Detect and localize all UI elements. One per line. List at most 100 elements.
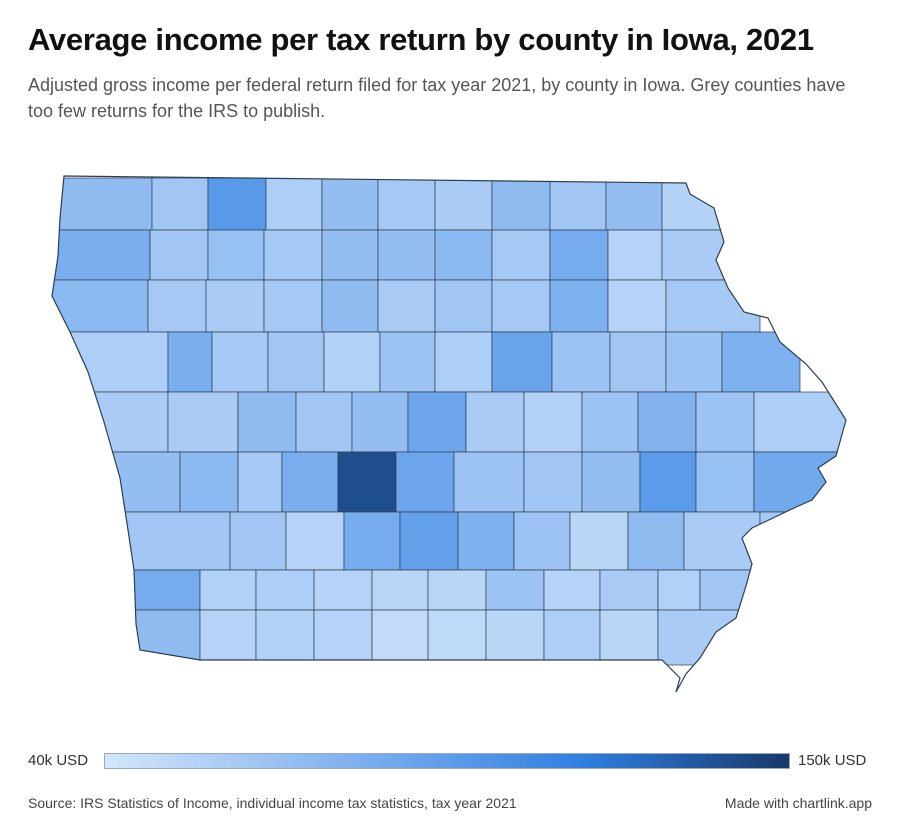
county-r5c5[interactable] (351, 391, 409, 453)
county-r9c2[interactable] (199, 609, 257, 666)
county-r4c2[interactable] (167, 331, 213, 393)
county-r9c9[interactable] (599, 609, 659, 666)
county-r2c10[interactable] (607, 229, 663, 281)
county-r8c3[interactable] (255, 569, 315, 611)
county-r6c9[interactable] (581, 451, 641, 513)
county-r4c6[interactable] (379, 331, 436, 393)
county-r1c9[interactable] (549, 177, 607, 231)
county-r6c12[interactable] (753, 451, 850, 513)
county-r2c8[interactable] (491, 229, 551, 281)
county-r8c9[interactable] (599, 569, 659, 611)
county-r2c4[interactable] (263, 229, 323, 281)
county-r7c11[interactable] (759, 511, 850, 571)
county-r4c3[interactable] (211, 331, 269, 393)
county-r5c7[interactable] (465, 391, 525, 453)
county-r1c3[interactable] (207, 177, 267, 231)
county-r7c7[interactable] (513, 511, 571, 571)
county-r6c5[interactable] (337, 451, 397, 513)
county-r9c6[interactable] (427, 609, 487, 666)
county-r7c5[interactable] (399, 511, 459, 571)
county-r5c12[interactable] (753, 391, 850, 453)
county-r5c6[interactable] (407, 391, 467, 453)
county-r4c7[interactable] (434, 331, 493, 393)
county-r4c4[interactable] (267, 331, 325, 393)
county-r5c11[interactable] (695, 391, 755, 453)
county-r3c2[interactable] (147, 279, 207, 333)
county-r2c3[interactable] (207, 229, 265, 281)
county-r1c6[interactable] (377, 177, 436, 231)
county-r3c11[interactable] (665, 279, 761, 333)
county-r2c7[interactable] (434, 229, 493, 281)
county-r3c7[interactable] (434, 279, 493, 333)
county-r5c8[interactable] (523, 391, 583, 453)
county-r1c7[interactable] (434, 177, 493, 231)
county-r8c7[interactable] (485, 569, 545, 611)
county-r3c5[interactable] (321, 279, 379, 333)
county-r7c2[interactable] (229, 511, 287, 571)
county-r6c11[interactable] (695, 451, 755, 513)
county-r6c6[interactable] (395, 451, 455, 513)
county-r4c8[interactable] (491, 331, 553, 393)
county-r7c8[interactable] (569, 511, 629, 571)
county-r9c7[interactable] (485, 609, 545, 666)
county-r2c5[interactable] (321, 229, 379, 281)
county-r9c4[interactable] (313, 609, 373, 666)
county-r3c1[interactable] (50, 279, 149, 333)
county-r8c8[interactable] (543, 569, 601, 611)
county-r9c5[interactable] (371, 609, 429, 666)
county-r8c5[interactable] (371, 569, 429, 611)
county-r4c11[interactable] (665, 331, 723, 393)
county-r6c10[interactable] (639, 451, 697, 513)
county-r4c5[interactable] (323, 331, 381, 393)
county-r7c1[interactable] (50, 511, 231, 571)
county-r1c1[interactable] (50, 177, 153, 231)
county-r6c7[interactable] (453, 451, 525, 513)
county-r9c8[interactable] (543, 609, 601, 666)
county-r7c4[interactable] (343, 511, 401, 571)
county-r8c1[interactable] (50, 569, 201, 611)
county-r1c10[interactable] (605, 177, 663, 231)
county-r6c2[interactable] (179, 451, 239, 513)
county-r5c10[interactable] (637, 391, 697, 453)
county-r3c3[interactable] (205, 279, 265, 333)
county-r5c9[interactable] (581, 391, 639, 453)
county-r2c6[interactable] (377, 229, 436, 281)
county-r5c3[interactable] (237, 391, 297, 453)
county-r1c2[interactable] (151, 177, 209, 231)
county-r4c9[interactable] (551, 331, 611, 393)
county-r3c6[interactable] (377, 279, 436, 333)
county-r3c8[interactable] (491, 279, 551, 333)
county-r4c10[interactable] (609, 331, 667, 393)
county-r2c2[interactable] (149, 229, 209, 281)
county-r2c9[interactable] (549, 229, 609, 281)
county-r7c6[interactable] (457, 511, 515, 571)
county-r5c1[interactable] (50, 391, 169, 453)
county-r8c2[interactable] (199, 569, 257, 611)
county-r8c4[interactable] (313, 569, 373, 611)
county-r7c10[interactable] (683, 511, 761, 571)
county-r6c8[interactable] (523, 451, 583, 513)
county-r6c4[interactable] (281, 451, 339, 513)
county-r1c5[interactable] (321, 177, 379, 231)
chart-subtitle: Adjusted gross income per federal return… (28, 75, 846, 121)
county-r7c3[interactable] (285, 511, 345, 571)
county-r8c10[interactable] (657, 569, 701, 611)
county-r8c6[interactable] (427, 569, 487, 611)
county-r7c9[interactable] (627, 511, 685, 571)
county-r4c12[interactable] (721, 331, 801, 393)
county-r9c10[interactable] (657, 609, 761, 666)
county-r1c8[interactable] (491, 177, 551, 231)
county-r5c4[interactable] (295, 391, 353, 453)
county-r1c11[interactable] (661, 177, 761, 231)
county-r4c1[interactable] (50, 331, 169, 393)
county-r3c10[interactable] (607, 279, 667, 333)
county-r2c11[interactable] (661, 229, 761, 281)
county-r9c3[interactable] (255, 609, 315, 666)
county-r2c1[interactable] (50, 229, 151, 281)
county-r6c3[interactable] (237, 451, 283, 513)
county-r3c4[interactable] (263, 279, 323, 333)
county-r3c9[interactable] (549, 279, 609, 333)
county-r5c2[interactable] (167, 391, 239, 453)
county-r1c4[interactable] (265, 177, 323, 231)
county-r8c11[interactable] (699, 569, 761, 611)
